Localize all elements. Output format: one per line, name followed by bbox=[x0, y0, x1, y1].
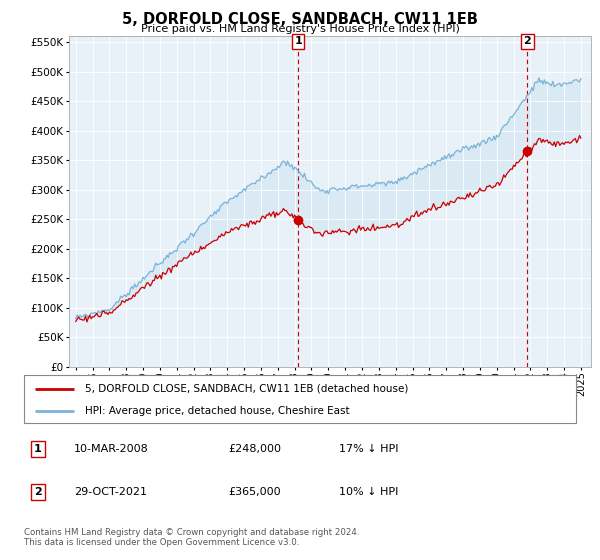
Text: 10% ↓ HPI: 10% ↓ HPI bbox=[338, 487, 398, 497]
Text: £365,000: £365,000 bbox=[228, 487, 281, 497]
Text: 5, DORFOLD CLOSE, SANDBACH, CW11 1EB: 5, DORFOLD CLOSE, SANDBACH, CW11 1EB bbox=[122, 12, 478, 27]
Text: 1: 1 bbox=[294, 36, 302, 46]
Text: 29-OCT-2021: 29-OCT-2021 bbox=[74, 487, 146, 497]
Text: 2: 2 bbox=[524, 36, 532, 46]
Text: Contains HM Land Registry data © Crown copyright and database right 2024.
This d: Contains HM Land Registry data © Crown c… bbox=[24, 528, 359, 547]
Text: Price paid vs. HM Land Registry's House Price Index (HPI): Price paid vs. HM Land Registry's House … bbox=[140, 24, 460, 34]
FancyBboxPatch shape bbox=[24, 375, 576, 423]
Text: HPI: Average price, detached house, Cheshire East: HPI: Average price, detached house, Ches… bbox=[85, 406, 349, 416]
Text: 5, DORFOLD CLOSE, SANDBACH, CW11 1EB (detached house): 5, DORFOLD CLOSE, SANDBACH, CW11 1EB (de… bbox=[85, 384, 408, 394]
Text: £248,000: £248,000 bbox=[228, 444, 281, 454]
Text: 10-MAR-2008: 10-MAR-2008 bbox=[74, 444, 148, 454]
Text: 1: 1 bbox=[34, 444, 41, 454]
Text: 2: 2 bbox=[34, 487, 41, 497]
Text: 17% ↓ HPI: 17% ↓ HPI bbox=[338, 444, 398, 454]
